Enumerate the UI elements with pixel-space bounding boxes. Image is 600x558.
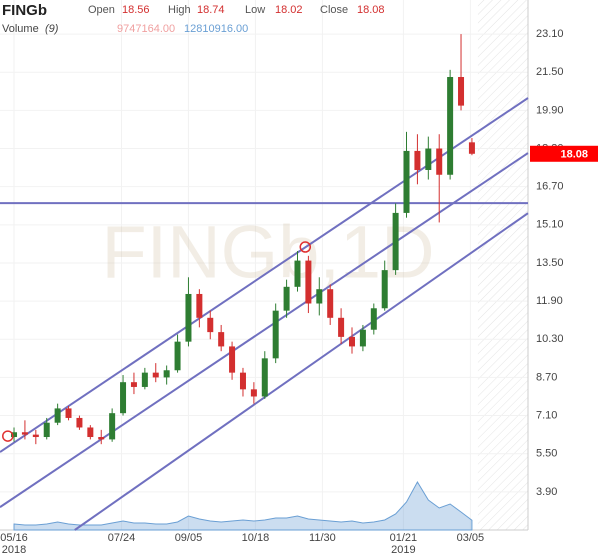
y-tick-label: 13.50 [536,257,564,269]
x-tick-label: 05/16 [0,532,28,544]
volume-ma-value: 12810916.00 [184,23,248,35]
candle-body [218,332,225,347]
candle-body [414,150,421,170]
candle-body [403,150,410,213]
candle-body [54,408,61,423]
x-tick-label: 07/24 [108,532,136,544]
candle-body [196,293,203,318]
open-value: 18.56 [122,4,150,16]
y-tick-label: 19.90 [536,104,564,116]
candle-body [76,417,83,428]
volume-area [13,480,473,531]
candle-body [349,336,355,347]
candle-body [174,341,181,371]
candle-body [327,289,334,318]
candle-body [283,286,290,311]
volume-label: Volume [2,23,39,35]
candle-body [359,329,366,347]
y-tick-label: 11.90 [536,295,563,307]
y-tick-label: 5.50 [536,448,557,460]
y-tick-label: 15.10 [536,219,564,231]
candle-body [338,317,345,337]
x-tick-label: 01/21 [390,532,418,544]
candle-body [141,372,148,387]
price-tag-label: 18.08 [560,149,588,161]
candle-body [87,427,94,438]
candle-body [381,270,388,309]
close-label: Close [320,4,348,16]
y-tick-label: 23.10 [536,28,564,40]
trend-line [0,152,529,508]
candle-body [65,408,72,418]
candle-body [43,422,50,438]
candle-body [316,289,323,304]
candle-body [32,434,39,438]
y-tick-label: 7.10 [536,409,557,421]
candle-body [458,77,465,106]
price-tag [530,145,598,162]
candle-body [468,142,475,154]
candle-body [207,317,214,333]
candle-body [120,382,127,414]
candle-body [392,212,399,271]
x-tick-label: 03/05 [457,532,485,544]
y-tick-label: 3.90 [536,486,557,498]
candle-body [98,437,105,440]
high-value: 18.74 [197,4,225,16]
candle-body [305,260,312,304]
candle-body [21,432,28,435]
y-tick-label: 10.30 [536,333,564,345]
year-label: 2019 [391,544,415,556]
candle-body [250,389,257,397]
low-value: 18.02 [275,4,303,16]
x-tick-label: 11/30 [309,532,336,544]
x-tick-label: 10/18 [242,532,270,544]
trend-line [74,212,529,531]
candle-body [272,310,279,359]
candle-body [294,260,301,287]
candle-body [370,308,377,330]
candle-body [11,432,18,438]
candle-body [185,293,192,342]
symbol-title: FINGb [2,2,47,19]
open-label: Open [88,4,115,16]
volume-value: 9747164.00 [117,23,175,35]
candle-body [436,148,443,175]
candle-body [229,346,236,373]
candle-body [130,382,137,387]
year-label: 2018 [2,544,26,556]
y-tick-label: 16.70 [536,181,564,193]
volume-period: (9) [45,23,59,35]
marker [299,241,312,253]
close-value: 18.08 [357,4,385,16]
marker [2,430,14,442]
y-tick-label: 8.70 [536,371,557,383]
high-label: High [168,4,191,16]
candle-body [109,413,116,440]
candle-body [163,370,170,378]
candle-body [425,148,432,170]
candle-body [239,372,246,390]
x-tick-label: 09/05 [175,532,203,544]
candle-body [261,358,268,397]
candle-body [447,77,454,175]
future-area [477,0,528,530]
low-label: Low [245,4,265,16]
y-tick-label: 21.50 [536,66,564,78]
candle-body [152,372,159,378]
